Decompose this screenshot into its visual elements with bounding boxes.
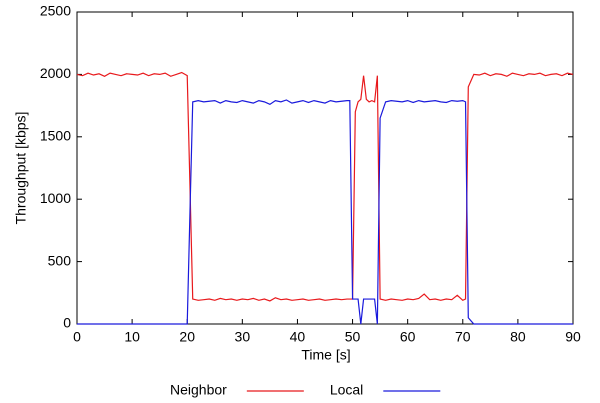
y-tick-label: 500: [48, 252, 72, 268]
legend-label: Local: [330, 382, 363, 398]
x-axis-label: Time [s]: [301, 347, 350, 363]
x-tick-label: 90: [565, 329, 581, 345]
x-tick-label: 30: [235, 329, 251, 345]
series-line: [77, 99, 573, 325]
x-tick-label: 40: [290, 329, 306, 345]
legend-label: Neighbor: [170, 382, 227, 398]
x-tick-label: 60: [400, 329, 416, 345]
series-line: [76, 71, 574, 302]
y-axis-label: Throughput [kbps]: [13, 112, 29, 225]
x-tick-label: 20: [179, 329, 195, 345]
y-tick-label: 0: [63, 315, 71, 331]
plot-frame: [76, 11, 574, 325]
y-tick-label: 2500: [40, 3, 71, 19]
x-tick-label: 70: [455, 329, 471, 345]
y-tick-label: 1500: [40, 128, 71, 144]
x-tick-label: 80: [510, 329, 526, 345]
x-tick-label: 0: [73, 329, 81, 345]
x-tick-label: 10: [124, 329, 140, 345]
x-tick-label: 50: [345, 329, 361, 345]
y-tick-label: 1000: [40, 190, 71, 206]
y-tick-label: 2000: [40, 65, 71, 81]
